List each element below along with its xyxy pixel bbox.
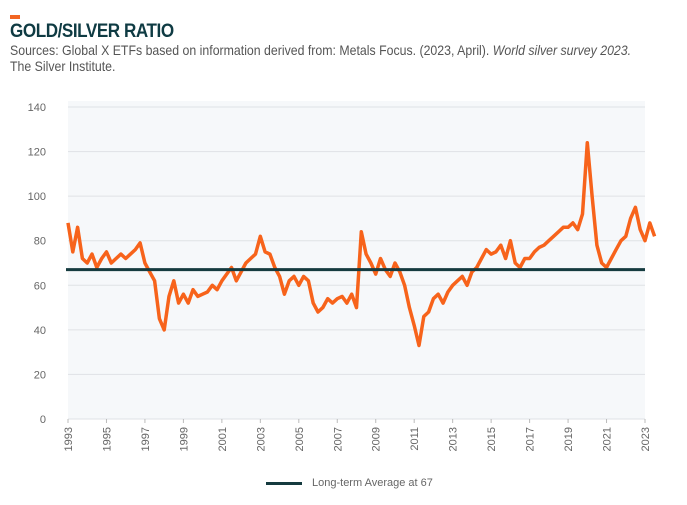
y-tick-label: 40 (34, 325, 46, 337)
source-suffix: The Silver Institute. (10, 58, 116, 74)
y-tick-label: 0 (40, 414, 46, 426)
y-tick-label: 120 (28, 147, 46, 159)
x-tick-label: 2023 (640, 427, 652, 451)
x-tick-label: 2015 (486, 427, 498, 451)
x-tick-label: 2017 (525, 427, 537, 451)
plot-area (68, 101, 645, 419)
x-tick-label: 2001 (217, 427, 229, 451)
x-tick-label: 1997 (140, 427, 152, 451)
legend: Long-term Average at 67 (266, 477, 433, 489)
y-tick-label: 80 (34, 236, 46, 248)
chart-source: Sources: Global X ETFs based on informat… (10, 42, 644, 74)
y-tick-label: 140 (28, 102, 46, 114)
x-tick-label: 2013 (448, 427, 460, 451)
x-tick-label: 1999 (178, 427, 190, 451)
y-tick-label: 20 (34, 369, 46, 381)
x-tick-label: 2011 (409, 427, 421, 451)
title-accent-bar (10, 15, 20, 19)
x-tick-label: 2009 (371, 427, 383, 451)
x-tick-label: 2005 (294, 427, 306, 451)
x-tick-label: 1993 (63, 427, 75, 451)
legend-label-average: Long-term Average at 67 (312, 477, 433, 489)
x-tick-label: 2019 (563, 427, 575, 451)
x-tick-label: 2021 (602, 427, 614, 451)
x-tick-label: 2007 (332, 427, 344, 451)
y-tick-label: 100 (28, 191, 46, 203)
legend-swatch-average (266, 481, 302, 485)
source-italic: World silver survey 2023. (492, 42, 632, 58)
ratio-series-line (66, 140, 657, 348)
source-text: Sources: Global X ETFs based on informat… (10, 42, 493, 58)
x-tick-label: 2003 (255, 427, 267, 451)
chart-title: GOLD/SILVER RATIO (10, 21, 174, 42)
y-tick-label: 60 (34, 280, 46, 292)
x-tick-label: 1995 (101, 427, 113, 451)
